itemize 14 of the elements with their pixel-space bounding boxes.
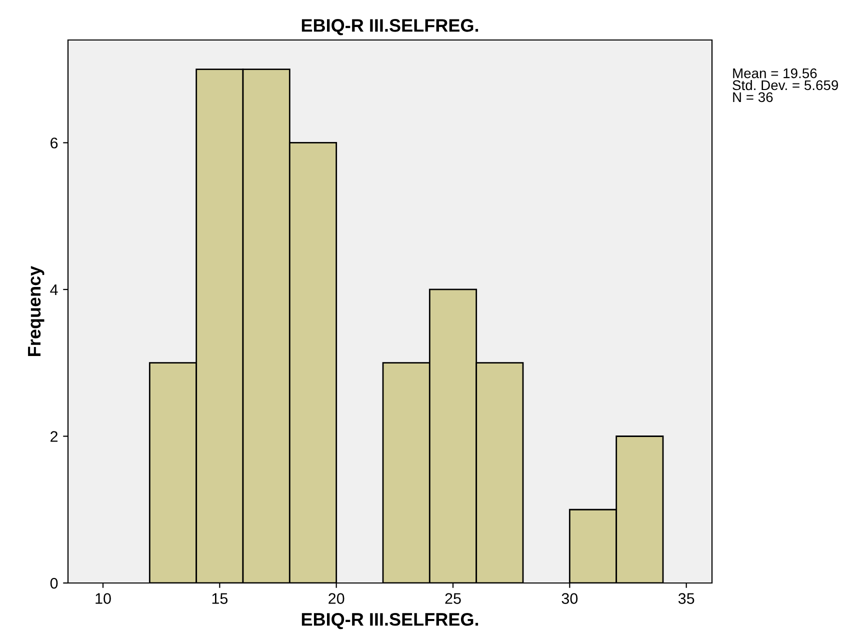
x-tick-label: 20	[328, 593, 344, 604]
y-tick-label: 4	[50, 284, 58, 296]
y-tick-label: 0	[50, 578, 58, 589]
y-tick-label: 6	[50, 138, 58, 148]
x-tick-label: 10	[96, 593, 111, 604]
x-tick-label: 25	[445, 593, 461, 604]
text: Mean = 19.56 Std. Dev. = 5.659 N = 36	[732, 68, 838, 102]
chart-title: EBIQ-R III.SELFREG.	[302, 19, 478, 36]
x-tick-label: 15	[212, 593, 228, 604]
x-axis-title: EBIQ-R III.SELFREG.	[302, 612, 478, 630]
y-tick-label: 2	[50, 431, 58, 442]
x-tick-label: 30	[562, 593, 578, 604]
x-tick-label: 35	[678, 593, 694, 604]
y-axis-title: Frequency	[28, 266, 44, 356]
